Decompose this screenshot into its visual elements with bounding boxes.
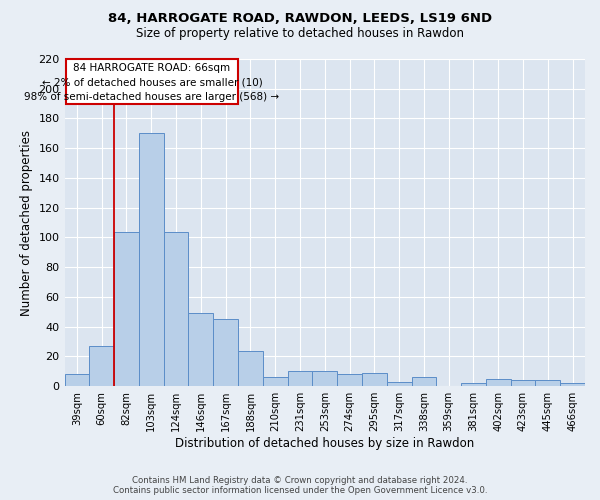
Bar bbox=[65, 374, 89, 386]
Bar bbox=[511, 380, 535, 386]
FancyBboxPatch shape bbox=[66, 59, 238, 104]
Bar bbox=[486, 379, 511, 386]
Text: 98% of semi-detached houses are larger (568) →: 98% of semi-detached houses are larger (… bbox=[25, 92, 280, 102]
Bar bbox=[89, 346, 114, 386]
Bar bbox=[139, 134, 164, 386]
Bar bbox=[362, 373, 387, 386]
Bar bbox=[164, 232, 188, 386]
Text: 84, HARROGATE ROAD, RAWDON, LEEDS, LS19 6ND: 84, HARROGATE ROAD, RAWDON, LEEDS, LS19 … bbox=[108, 12, 492, 26]
X-axis label: Distribution of detached houses by size in Rawdon: Distribution of detached houses by size … bbox=[175, 437, 475, 450]
Bar bbox=[337, 374, 362, 386]
Text: Contains public sector information licensed under the Open Government Licence v3: Contains public sector information licen… bbox=[113, 486, 487, 495]
Text: ← 2% of detached houses are smaller (10): ← 2% of detached houses are smaller (10) bbox=[41, 78, 262, 88]
Bar bbox=[188, 314, 213, 386]
Bar bbox=[535, 380, 560, 386]
Text: Size of property relative to detached houses in Rawdon: Size of property relative to detached ho… bbox=[136, 28, 464, 40]
Bar bbox=[263, 378, 287, 386]
Text: 84 HARROGATE ROAD: 66sqm: 84 HARROGATE ROAD: 66sqm bbox=[73, 64, 230, 74]
Bar bbox=[387, 382, 412, 386]
Bar bbox=[412, 378, 436, 386]
Bar bbox=[461, 383, 486, 386]
Bar bbox=[287, 372, 313, 386]
Bar bbox=[213, 320, 238, 386]
Bar bbox=[313, 372, 337, 386]
Y-axis label: Number of detached properties: Number of detached properties bbox=[20, 130, 33, 316]
Bar bbox=[114, 232, 139, 386]
Bar bbox=[560, 383, 585, 386]
Bar bbox=[238, 350, 263, 386]
Text: Contains HM Land Registry data © Crown copyright and database right 2024.: Contains HM Land Registry data © Crown c… bbox=[132, 476, 468, 485]
